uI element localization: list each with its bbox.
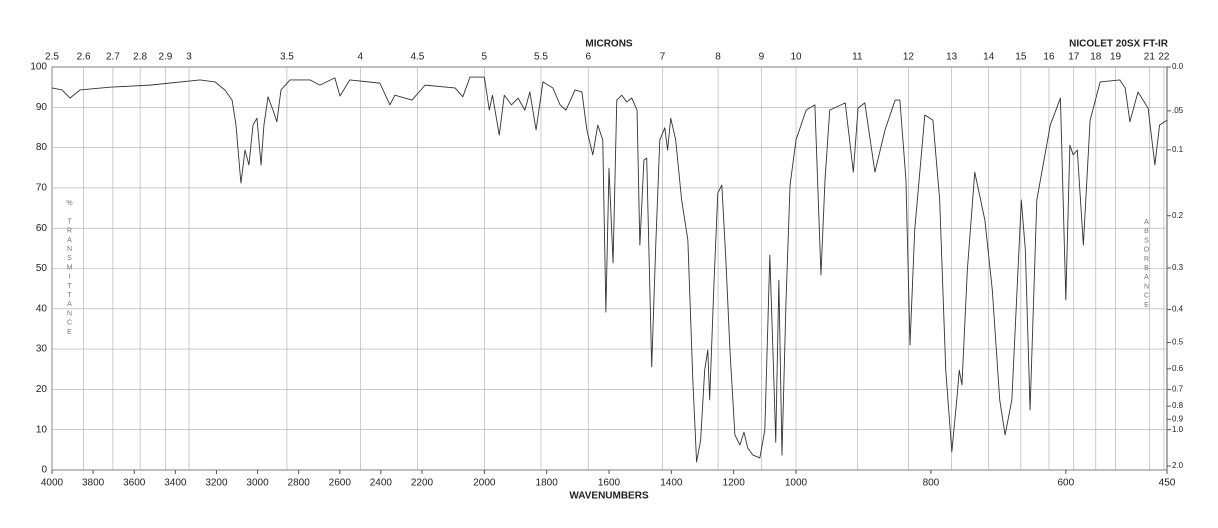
x2-tick-label: 9 [759,52,765,63]
x-tick-label: 2200 [411,478,434,489]
x2-tick-label: 21 [1144,52,1156,63]
y2-tick-label: 0.7 [1172,385,1184,394]
x-tick-label: 2800 [288,478,311,489]
x2-tick-label: 4.5 [410,52,424,63]
y2-tick-label: .05 [1172,106,1184,115]
y-tick-label: 90 [36,102,48,113]
y2-tick-label: 0.0 [1172,62,1184,71]
y2-tick-label: 0.4 [1172,305,1184,314]
x-tick-label: 3800 [82,478,105,489]
x2-tick-label: 13 [946,52,958,63]
x2-tick-label: 2.6 [77,52,91,63]
x2-tick-label: 12 [903,52,915,63]
y-tick-label: 100 [30,62,47,73]
x-tick-label: 2400 [370,478,393,489]
y2-tick-label: 0.3 [1172,263,1184,272]
x-tick-label: 3600 [123,478,146,489]
x-tick-label: 3200 [205,478,228,489]
x-tick-label: 3400 [164,478,187,489]
y2-tick-label: 0.6 [1172,364,1184,373]
x2-tick-label: 22 [1158,52,1170,63]
y-tick-label: 70 [36,183,48,194]
x2-tick-label: 11 [852,52,863,63]
x2-tick-label: 16 [1043,52,1055,63]
x-tick-label: 2600 [329,478,352,489]
x-tick-label: 800 [923,478,940,489]
x2-tick-label: 5 [482,52,488,63]
x2-tick-label: 8 [715,52,721,63]
x-tick-label: 1200 [723,478,746,489]
x-tick-label: 450 [1159,478,1176,489]
x2-tick-label: 2.7 [106,52,120,63]
y-tick-label: 40 [36,303,48,314]
x-tick-label: 600 [1057,478,1074,489]
x2-axis-title: MICRONS [585,39,633,50]
y-tick-label: 10 [36,424,48,435]
y-tick-label: 50 [36,263,48,274]
x2-tick-label: 2.9 [158,52,172,63]
y-tick-label: 30 [36,344,48,355]
x2-tick-label: 3.5 [280,52,294,63]
y-tick-label: 20 [36,384,48,395]
spectrum-line [51,76,1168,463]
x2-tick-label: 6 [585,52,591,63]
y2-tick-label: 2.0 [1172,461,1184,470]
x2-tick-label: 18 [1090,52,1102,63]
y2-tick-label: 0.9 [1172,414,1184,423]
x-tick-label: 4000 [41,478,64,489]
chart-title: NICOLET 20SX FT-IR [1069,39,1169,50]
x2-tick-label: 4 [358,52,364,63]
y-tick-label: 80 [36,142,48,153]
x-tick-label: 2000 [473,478,496,489]
y2-tick-label: 1.0 [1172,425,1184,434]
x-tick-label: 1800 [536,478,559,489]
x-tick-label: 1000 [785,478,808,489]
x2-tick-label: 3 [186,52,192,63]
x2-tick-label: 15 [1015,52,1027,63]
y-tick-label: 60 [36,223,48,234]
y2-tick-label: 0.1 [1172,145,1184,154]
x2-tick-label: 5.5 [534,52,548,63]
y2-tick-label: 0.8 [1172,401,1184,410]
x2-tick-label: 14 [983,52,995,63]
y-tick-label: 0 [41,465,47,476]
x-tick-label: 1600 [598,478,621,489]
x-tick-label: 3000 [246,478,269,489]
y-axis-title: % TRANSMITTANCE [66,200,73,338]
x-tick-label: 1400 [660,478,683,489]
x-axis-title: WAVENUMBERS [569,491,649,502]
y2-tick-label: 0.2 [1172,211,1184,220]
x2-tick-label: 2.5 [45,52,59,63]
x2-tick-label: 2.8 [133,52,147,63]
y2-axis-title: ABSORBANCE [1143,219,1150,311]
x2-tick-label: 10 [790,52,802,63]
x2-tick-label: 17 [1068,52,1080,63]
x2-tick-label: 7 [660,52,666,63]
x2-tick-label: 19 [1110,52,1122,63]
y2-tick-label: 0.5 [1172,338,1184,347]
